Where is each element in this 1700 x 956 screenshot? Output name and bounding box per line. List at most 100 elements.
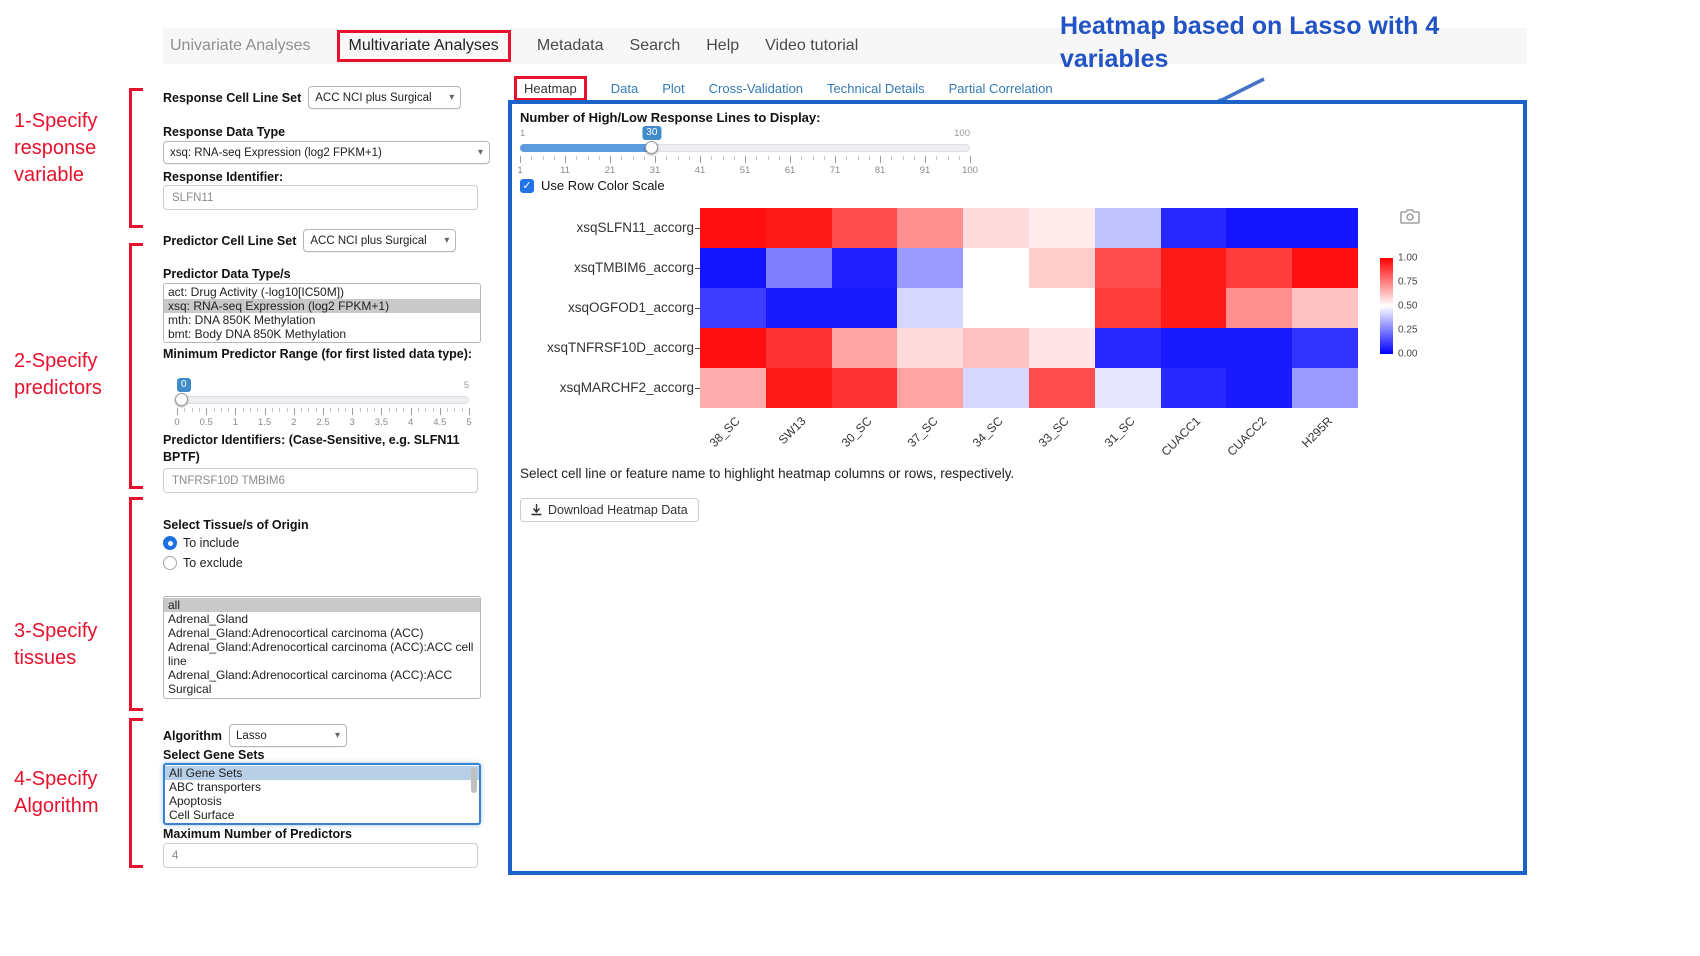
response-cell-line-set-select[interactable]: ACC NCI plus Surgical ▾ [308, 86, 462, 109]
nav-item-help[interactable]: Help [706, 37, 740, 54]
radio-unselected-icon[interactable] [163, 556, 177, 570]
col-label-cuacc2[interactable]: CUACC2 [1224, 414, 1270, 459]
nav-item-search[interactable]: Search [629, 37, 681, 54]
tab-cross-validation[interactable]: Cross-Validation [708, 81, 804, 96]
response-data-type-select[interactable]: xsq: RNA-seq Expression (log2 FPKM+1) ▾ [163, 141, 490, 164]
heatmap-cell-xsqslfn11-accorg-34-sc[interactable] [963, 208, 1029, 248]
heatmap-cell-xsqmarchf2-accorg-33-sc[interactable] [1029, 368, 1095, 408]
heatmap-cell-xsqtnfrsf10d-accorg-cuacc1[interactable] [1160, 328, 1227, 368]
tab-heatmap[interactable]: Heatmap [514, 76, 587, 101]
heatmap-cell-xsqtnfrsf10d-accorg-cuacc2[interactable] [1226, 328, 1293, 368]
tab-partial-correlation[interactable]: Partial Correlation [948, 81, 1053, 96]
option-apoptosis[interactable]: Apoptosis [169, 794, 222, 808]
heatmap-cell-xsqmarchf2-accorg-37-sc[interactable] [897, 368, 964, 408]
heatmap-cell-xsqtmbim6-accorg-cuacc1[interactable] [1160, 248, 1227, 288]
heatmap-cell-xsqmarchf2-accorg-sw13[interactable] [765, 368, 832, 408]
heatmap-cell-xsqogfod1-accorg-31-sc[interactable] [1094, 288, 1161, 328]
heatmap-cell-xsqtnfrsf10d-accorg-h295r[interactable] [1292, 328, 1358, 368]
option-adrenal-gland-adrenocortical-carcinoma-acc-acc-surgical[interactable]: Adrenal_Gland:Adrenocortical carcinoma (… [168, 668, 453, 696]
heatmap-cell-xsqogfod1-accorg-33-sc[interactable] [1029, 288, 1095, 328]
row-color-scale-checkbox-row[interactable]: ✓ Use Row Color Scale [520, 178, 665, 193]
heatmap-cell-xsqtmbim6-accorg-38-sc[interactable] [700, 248, 766, 288]
heatmap-cell-xsqtnfrsf10d-accorg-37-sc[interactable] [897, 328, 964, 368]
row-label-xsqogfod1-accorg[interactable]: xsqOGFOD1_accorg [567, 300, 694, 315]
option-act-drug-activity-log10-ic50m[interactable]: act: Drug Activity (-log10[IC50M]) [168, 285, 345, 299]
predictor-cell-line-set-select[interactable]: ACC NCI plus Surgical ▾ [303, 229, 457, 252]
col-label-38-sc[interactable]: 38_SC [706, 414, 743, 450]
heatmap-cell-xsqtmbim6-accorg-34-sc[interactable] [963, 248, 1029, 288]
col-label-34-sc[interactable]: 34_SC [970, 414, 1007, 450]
nav-item-univariate-analyses[interactable]: Univariate Analyses [170, 37, 311, 54]
heatmap-cell-xsqtmbim6-accorg-33-sc[interactable] [1029, 248, 1095, 288]
predictor-identifiers-input[interactable] [163, 468, 478, 493]
predictor-data-type-listbox[interactable]: act: Drug Activity (-log10[IC50M]) xsq: R… [163, 283, 481, 343]
col-label-33-sc[interactable]: 33_SC [1035, 414, 1072, 450]
heatmap-cell-xsqogfod1-accorg-cuacc1[interactable] [1160, 288, 1227, 328]
heatmap-cell-xsqslfn11-accorg-31-sc[interactable] [1094, 208, 1161, 248]
heatmap-cell-xsqogfod1-accorg-h295r[interactable] [1292, 288, 1358, 328]
radio-selected-icon[interactable] [163, 536, 177, 550]
heatmap-cell-xsqmarchf2-accorg-cuacc1[interactable] [1160, 368, 1227, 408]
heatmap-cell-xsqslfn11-accorg-cuacc1[interactable] [1160, 208, 1227, 248]
max-predictors-input[interactable] [163, 843, 478, 868]
tab-plot[interactable]: Plot [662, 81, 685, 96]
heatmap-cell-xsqtmbim6-accorg-h295r[interactable] [1292, 248, 1358, 288]
col-label-30-sc[interactable]: 30_SC [838, 414, 875, 450]
heatmap-cell-xsqmarchf2-accorg-34-sc[interactable] [963, 368, 1029, 408]
heatmap-cell-xsqtmbim6-accorg-37-sc[interactable] [897, 248, 964, 288]
row-label-xsqslfn11-accorg[interactable]: xsqSLFN11_accorg [576, 220, 694, 235]
min-range-slider-track[interactable] [177, 396, 469, 404]
col-label-37-sc[interactable]: 37_SC [904, 414, 941, 450]
heatmap-cell-xsqogfod1-accorg-37-sc[interactable] [897, 288, 964, 328]
option-cell-surface[interactable]: Cell Surface [169, 808, 235, 822]
algorithm-select[interactable]: Lasso ▾ [229, 724, 348, 747]
lines-slider[interactable]: 1 100 30 1 11 21 31 41 51 61 71 81 91 100 [517, 126, 978, 178]
heatmap-cell-xsqmarchf2-accorg-cuacc2[interactable] [1226, 368, 1293, 408]
heatmap-cell-xsqslfn11-accorg-38-sc[interactable] [700, 208, 766, 248]
heatmap-cell-xsqtmbim6-accorg-sw13[interactable] [765, 248, 832, 288]
nav-item-multivariate-analyses[interactable]: Multivariate Analyses [336, 30, 511, 62]
option-all[interactable]: all [164, 598, 480, 612]
heatmap-cell-xsqtnfrsf10d-accorg-sw13[interactable] [765, 328, 832, 368]
heatmap-cell-xsqslfn11-accorg-cuacc2[interactable] [1226, 208, 1293, 248]
option-adrenal-gland[interactable]: Adrenal_Gland [168, 612, 249, 626]
heatmap-cell-xsqogfod1-accorg-sw13[interactable] [765, 288, 832, 328]
min-range-slider[interactable]: 0 5 0 0.5 1 1.5 2 2.5 3 3.5 4 4.5 5 [174, 378, 472, 430]
tab-technical-details[interactable]: Technical Details [827, 81, 925, 96]
heatmap-cell-xsqtmbim6-accorg-30-sc[interactable] [831, 248, 898, 288]
option-all-gene-sets[interactable]: All Gene Sets [165, 766, 479, 780]
heatmap-cell-xsqogfod1-accorg-30-sc[interactable] [831, 288, 898, 328]
download-heatmap-data-button[interactable]: Download Heatmap Data [520, 498, 699, 522]
tissue-include-radio-row[interactable]: To include [163, 536, 239, 550]
option-adrenal-gland-adrenocortical-carcinoma-acc-acc-cell-line[interactable]: Adrenal_Gland:Adrenocortical carcinoma (… [168, 640, 474, 668]
heatmap-cell-xsqtmbim6-accorg-31-sc[interactable] [1094, 248, 1161, 288]
camera-icon[interactable] [1400, 208, 1420, 224]
row-label-xsqtmbim6-accorg[interactable]: xsqTMBIM6_accorg [573, 260, 694, 275]
heatmap-cell-xsqslfn11-accorg-30-sc[interactable] [831, 208, 898, 248]
heatmap-cell-xsqmarchf2-accorg-31-sc[interactable] [1094, 368, 1161, 408]
heatmap-cell-xsqtnfrsf10d-accorg-33-sc[interactable] [1029, 328, 1095, 368]
heatmap-cell-xsqslfn11-accorg-33-sc[interactable] [1029, 208, 1095, 248]
heatmap-cell-xsqslfn11-accorg-sw13[interactable] [765, 208, 832, 248]
heatmap-cell-xsqmarchf2-accorg-30-sc[interactable] [831, 368, 898, 408]
col-label-31-sc[interactable]: 31_SC [1101, 414, 1138, 450]
col-label-cuacc1[interactable]: CUACC1 [1158, 414, 1204, 459]
tissue-exclude-radio-row[interactable]: To exclude [163, 556, 243, 570]
option-abc-transporters[interactable]: ABC transporters [169, 780, 262, 794]
option-xsq-rna-seq-expression-log2-fpkm-1[interactable]: xsq: RNA-seq Expression (log2 FPKM+1) [164, 299, 480, 313]
col-label-sw13[interactable]: SW13 [775, 414, 809, 448]
heatmap-cell-xsqogfod1-accorg-38-sc[interactable] [700, 288, 766, 328]
heatmap-cell-xsqtnfrsf10d-accorg-31-sc[interactable] [1094, 328, 1161, 368]
heatmap-cell-xsqslfn11-accorg-h295r[interactable] [1292, 208, 1358, 248]
tissue-listbox[interactable]: all Adrenal_Gland Adrenal_Gland:Adrenocort… [163, 596, 481, 699]
response-identifier-input[interactable] [163, 185, 478, 210]
heatmap-cell-xsqslfn11-accorg-37-sc[interactable] [897, 208, 964, 248]
nav-item-video-tutorial[interactable]: Video tutorial [765, 37, 859, 54]
row-label-xsqmarchf2-accorg[interactable]: xsqMARCHF2_accorg [559, 380, 694, 395]
col-label-h295r[interactable]: H295R [1298, 414, 1336, 451]
heatmap-cell-xsqogfod1-accorg-34-sc[interactable] [963, 288, 1029, 328]
heatmap-cell-xsqtnfrsf10d-accorg-34-sc[interactable] [963, 328, 1029, 368]
heatmap-cell-xsqtnfrsf10d-accorg-38-sc[interactable] [700, 328, 766, 368]
lines-slider-handle[interactable] [644, 141, 658, 154]
min-range-slider-handle[interactable] [175, 393, 188, 406]
